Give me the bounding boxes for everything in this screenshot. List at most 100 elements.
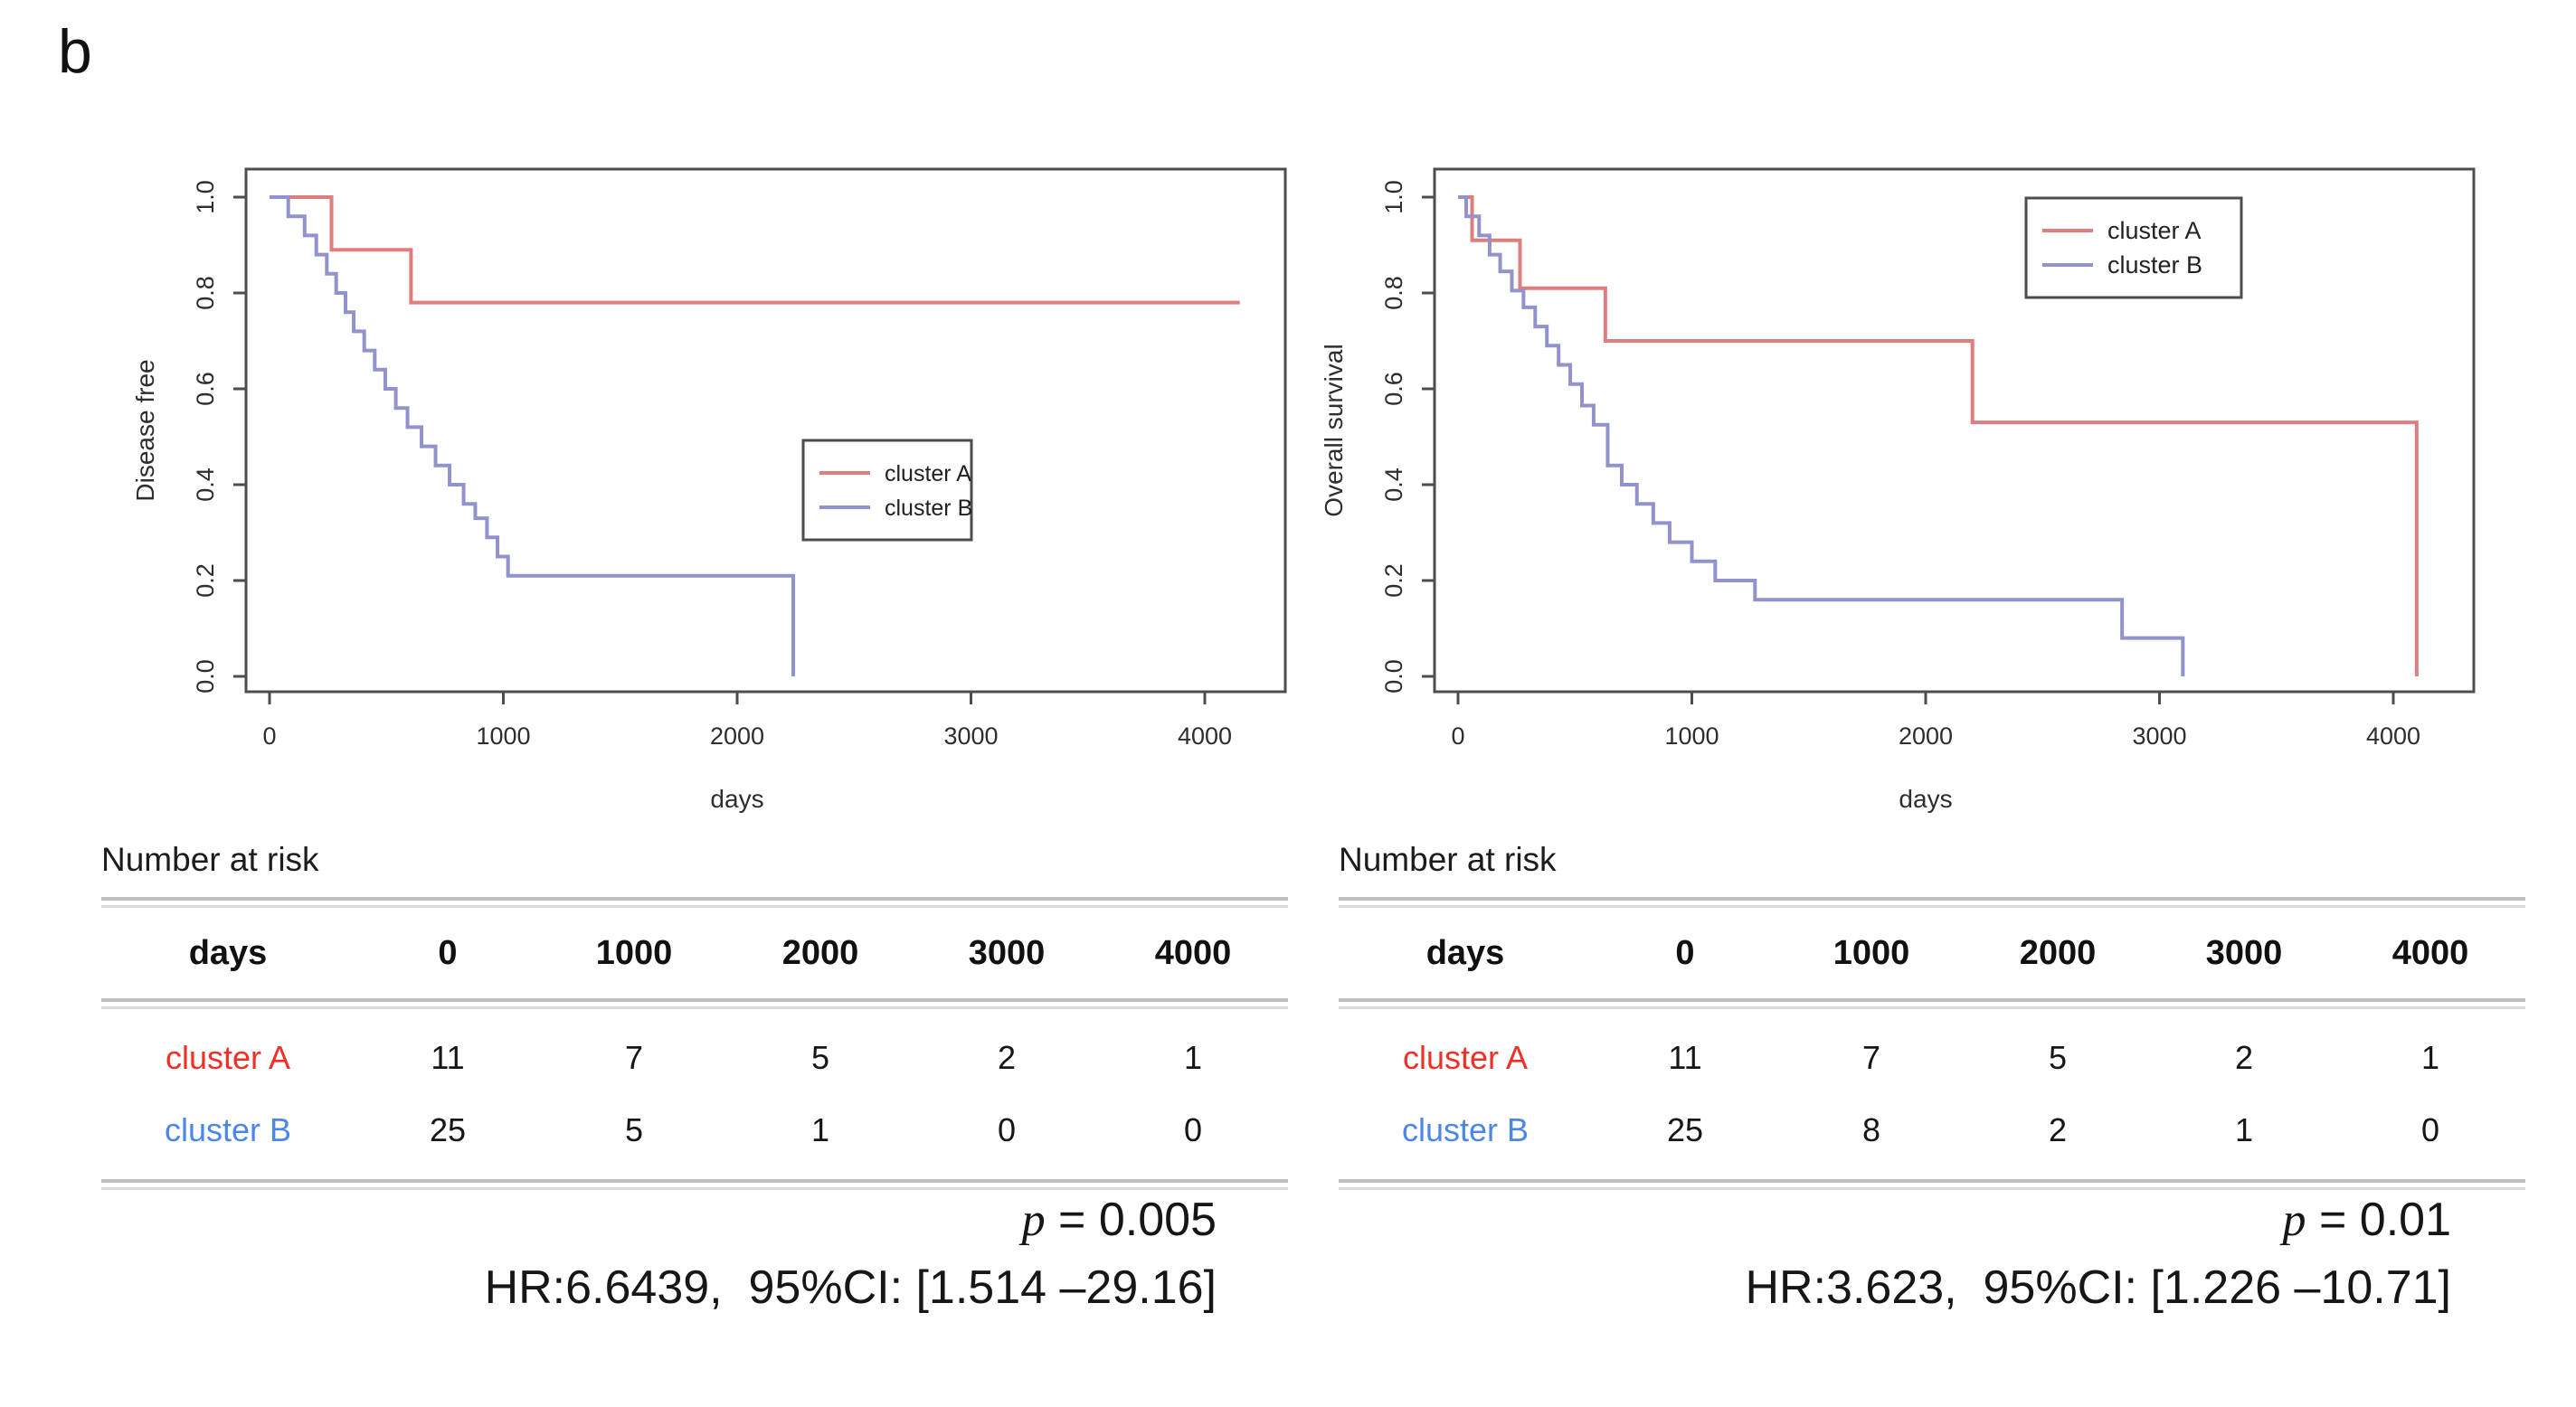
risk-row-label: cluster A bbox=[165, 1039, 291, 1076]
p-value-text: = 0.005 bbox=[1045, 1194, 1217, 1246]
y-tick-label: 1.0 bbox=[192, 180, 219, 214]
risk-value: 0 bbox=[2420, 1111, 2440, 1148]
number-at-risk-title-right: Number at risk bbox=[1339, 841, 1557, 878]
x-tick-label: 1000 bbox=[1664, 722, 1719, 750]
km-curve-cluster-a bbox=[270, 195, 1240, 305]
x-tick-label: 4000 bbox=[2366, 722, 2420, 750]
y-tick-label: 0.2 bbox=[192, 563, 219, 598]
y-tick-label: 0.6 bbox=[1380, 372, 1407, 406]
risk-table-header-row: days 0 1000 2000 3000 4000 bbox=[101, 908, 1288, 998]
risk-value: 2 bbox=[2048, 1111, 2068, 1148]
risk-header-days: days bbox=[188, 933, 268, 972]
risk-table-left: days 0 1000 2000 3000 4000 cluster A 11 … bbox=[101, 897, 1288, 1190]
hr-ci-right: HR:3.623, 95%CI: [1.226 –10.71] bbox=[1745, 1261, 2451, 1314]
y-tick-label: 0.2 bbox=[1380, 563, 1407, 598]
legend: cluster A cluster B bbox=[801, 439, 973, 542]
p-value-left: p = 0.005 bbox=[362, 1186, 1217, 1254]
risk-value: 8 bbox=[1861, 1111, 1881, 1148]
y-tick-label: 0.0 bbox=[1380, 659, 1407, 694]
risk-row-label: cluster B bbox=[164, 1111, 292, 1148]
x-tick-label: 0 bbox=[1451, 722, 1464, 750]
risk-value: 25 bbox=[429, 1111, 467, 1148]
risk-header-2000: 2000 bbox=[2019, 933, 2097, 972]
table-rule bbox=[101, 897, 1288, 908]
km-curve-cluster-b bbox=[270, 195, 796, 676]
risk-value: 2 bbox=[2234, 1039, 2254, 1076]
risk-header-4000: 4000 bbox=[1154, 933, 1232, 972]
legend-box bbox=[801, 439, 973, 542]
table-rule bbox=[1339, 1179, 2525, 1190]
km-curve-cluster-a bbox=[1458, 195, 2419, 676]
risk-value: 1 bbox=[810, 1111, 830, 1148]
y-tick-label: 0.8 bbox=[1380, 276, 1407, 310]
risk-value: 1 bbox=[2234, 1111, 2254, 1148]
x-tick-label: 2000 bbox=[1899, 722, 1953, 750]
risk-value: 1 bbox=[1183, 1039, 1203, 1076]
y-tick-label: 0.4 bbox=[192, 467, 219, 502]
risk-header-1000: 1000 bbox=[1833, 933, 1910, 972]
stats-right: p = 0.01 HR:3.623, 95%CI: [1.226 –10.71] bbox=[1592, 1186, 2451, 1321]
x-tick-label: 4000 bbox=[1178, 722, 1232, 750]
table-rule bbox=[1339, 897, 2525, 908]
km-plot-disease-free: 0 1000 2000 3000 4000 0.0 0.2 0.4 0.6 0.8 1.0 days D… bbox=[131, 167, 1287, 813]
y-tick-label: 1.0 bbox=[1380, 180, 1407, 214]
risk-header-3000: 3000 bbox=[968, 933, 1046, 972]
p-value-right: p = 0.01 bbox=[1592, 1186, 2451, 1254]
risk-value: 25 bbox=[1666, 1111, 1704, 1148]
stats-left: p = 0.005 HR:6.6439, 95%CI: [1.514 –29.1… bbox=[362, 1186, 1217, 1321]
risk-value: 0 bbox=[1183, 1111, 1203, 1148]
x-axis-label: days bbox=[710, 785, 763, 813]
legend-label-cluster-b: cluster B bbox=[2107, 251, 2202, 279]
plot-box bbox=[244, 167, 1287, 694]
hr-ci-left: HR:6.6439, 95%CI: [1.514 –29.16] bbox=[484, 1261, 1217, 1314]
p-symbol: p bbox=[1021, 1195, 1046, 1246]
legend-box bbox=[2024, 196, 2243, 299]
risk-value: 5 bbox=[2048, 1039, 2068, 1076]
risk-value: 2 bbox=[997, 1039, 1017, 1076]
table-rule bbox=[1339, 998, 2525, 1009]
y-axis-label: Disease free bbox=[131, 359, 159, 501]
risk-value: 5 bbox=[624, 1111, 644, 1148]
x-tick-label: 1000 bbox=[476, 722, 530, 750]
risk-row-label: cluster B bbox=[1401, 1111, 1530, 1148]
table-rule bbox=[101, 1179, 1288, 1190]
y-tick-label: 0.6 bbox=[192, 372, 219, 406]
figure-label: b bbox=[58, 17, 92, 86]
y-tick-label: 0.4 bbox=[1380, 467, 1407, 502]
legend: cluster A cluster B bbox=[2024, 196, 2243, 299]
risk-value: 7 bbox=[1861, 1039, 1881, 1076]
risk-header-1000: 1000 bbox=[595, 933, 673, 972]
x-axis-label: days bbox=[1899, 785, 1952, 813]
x-tick-label: 0 bbox=[262, 722, 276, 750]
risk-header-0: 0 bbox=[438, 933, 458, 972]
risk-value: 11 bbox=[1668, 1039, 1702, 1076]
risk-value: 11 bbox=[431, 1039, 465, 1076]
risk-row-cluster-a: cluster A 11 7 5 2 1 bbox=[1339, 1022, 2525, 1094]
risk-header-0: 0 bbox=[1675, 933, 1695, 972]
y-tick-label: 0.0 bbox=[192, 659, 219, 694]
table-rule bbox=[101, 998, 1288, 1009]
legend-label-cluster-a: cluster A bbox=[2107, 217, 2202, 244]
plot-box bbox=[1433, 167, 2476, 694]
km-plot-overall-survival: 0 1000 2000 3000 4000 0.0 0.2 0.4 0.6 0.8 1.0 days O… bbox=[1320, 167, 2476, 813]
risk-header-4000: 4000 bbox=[2391, 933, 2469, 972]
risk-table-header-row: days 0 1000 2000 3000 4000 bbox=[1339, 908, 2525, 998]
risk-header-2000: 2000 bbox=[781, 933, 859, 972]
p-value-text: = 0.01 bbox=[2306, 1194, 2451, 1246]
risk-row-cluster-b: cluster B 25 5 1 0 0 bbox=[101, 1094, 1288, 1166]
y-axis-label: Overall survival bbox=[1320, 344, 1348, 516]
risk-value: 5 bbox=[810, 1039, 830, 1076]
number-at-risk-title-left: Number at risk bbox=[101, 841, 319, 878]
legend-label-cluster-b: cluster B bbox=[885, 496, 972, 521]
risk-row-cluster-a: cluster A 11 7 5 2 1 bbox=[101, 1022, 1288, 1094]
legend-label-cluster-a: cluster A bbox=[885, 461, 971, 486]
p-symbol: p bbox=[2282, 1195, 2306, 1246]
x-tick-label: 2000 bbox=[710, 722, 764, 750]
risk-value: 1 bbox=[2420, 1039, 2440, 1076]
risk-table-right: days 0 1000 2000 3000 4000 cluster A 11 … bbox=[1339, 897, 2525, 1190]
x-tick-label: 3000 bbox=[943, 722, 998, 750]
y-tick-label: 0.8 bbox=[192, 276, 219, 310]
x-tick-label: 3000 bbox=[2132, 722, 2186, 750]
risk-header-days: days bbox=[1425, 933, 1505, 972]
risk-row-label: cluster A bbox=[1402, 1039, 1529, 1076]
